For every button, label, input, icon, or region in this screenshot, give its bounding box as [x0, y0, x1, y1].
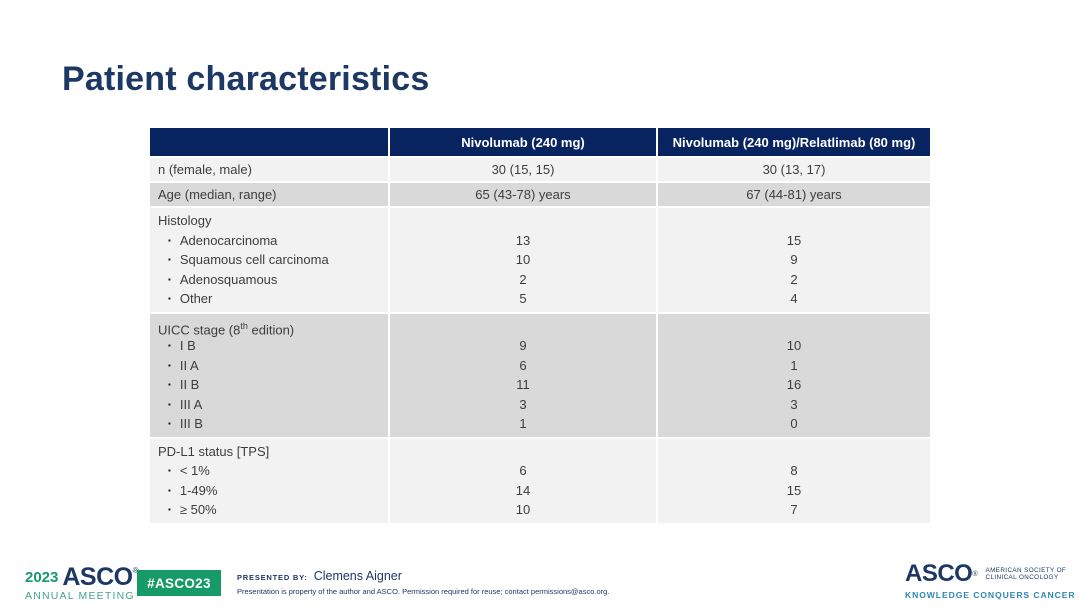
- bullet-square-icon: ▪: [168, 255, 171, 264]
- value: 9: [790, 252, 798, 267]
- value: 1: [519, 416, 527, 431]
- table-row: Age (median, range) 65 (43-78) years 67 (4…: [150, 183, 930, 206]
- bullet-item: ▪ II A: [168, 357, 199, 373]
- bullet-item: ▪ < 1%: [168, 463, 210, 478]
- bullet-item: ▪ ≥ 50%: [168, 502, 217, 517]
- bullet-square-icon: ▪: [168, 274, 171, 284]
- asco-annual-meeting-logo: 2023 ASCO® ANNUAL MEETING: [25, 563, 145, 602]
- value: 3: [790, 396, 798, 412]
- asco-tagline: KNOWLEDGE CONQUERS CANCER: [905, 590, 1076, 600]
- page-title: Patient characteristics: [62, 60, 430, 98]
- value: 6: [519, 463, 527, 478]
- table-row: UICC stage (8th edition) ▪ I B ▪ II A ▪ II B ▪ I…: [150, 313, 930, 437]
- row-value-cell: 30 (15, 15): [390, 158, 656, 181]
- value: 1: [790, 357, 798, 373]
- value: 16: [786, 377, 802, 392]
- table-header-nivolumab: Nivolumab (240 mg): [390, 128, 656, 156]
- value: 0: [790, 416, 798, 431]
- bullet-item: ▪ Adenocarcinoma: [168, 232, 278, 248]
- row-value-cell: 10 1 16 3 0: [658, 313, 930, 437]
- value: 2: [519, 271, 527, 287]
- bullet-item: ▪ I B: [168, 338, 196, 353]
- row-value-cell: 9 6 11 3 1: [390, 313, 656, 437]
- logo-annual-meeting: ANNUAL MEETING: [25, 590, 135, 602]
- value: 13: [515, 232, 531, 248]
- bullet-square-icon: ▪: [168, 380, 171, 389]
- registered-mark-icon: ®: [132, 566, 139, 575]
- bullet-square-icon: ▪: [168, 419, 171, 428]
- bullet-square-icon: ▪: [168, 235, 171, 245]
- value: 9: [519, 338, 527, 353]
- logo-year: 2023: [25, 569, 59, 586]
- presented-by-block: PRESENTED BY: Clemens Aigner: [237, 567, 402, 585]
- group-title: UICC stage (8th edition): [158, 320, 295, 337]
- table-row: n (female, male) 30 (15, 15) 30 (13, 17): [150, 158, 930, 181]
- permission-disclaimer: Presentation is property of the author a…: [237, 587, 610, 596]
- row-label-cell: UICC stage (8th edition) ▪ I B ▪ II A ▪ II B ▪ I…: [150, 313, 388, 437]
- table-row: Histology ▪ Adenocarcinoma ▪ Squamous cell c…: [150, 208, 930, 312]
- bullet-square-icon: ▪: [168, 466, 171, 475]
- table-header-blank: [150, 128, 388, 156]
- value: 3: [519, 396, 527, 412]
- row-label-cell: Histology ▪ Adenocarcinoma ▪ Squamous cell c…: [150, 208, 388, 312]
- bullet-square-icon: ▪: [168, 360, 171, 370]
- bullet-item: ▪ Adenosquamous: [168, 271, 278, 287]
- society-line1: AMERICAN SOCIETY OF: [985, 566, 1067, 574]
- bullet-square-icon: ▪: [168, 485, 171, 495]
- table-row: PD-L1 status [TPS] ▪ < 1% ▪ 1-49% ▪ ≥ 50% 6 14 1…: [150, 438, 930, 523]
- value: 10: [515, 252, 531, 267]
- table-header-nivolumab-relatlimab: Nivolumab (240 mg)/Relatlimab (80 mg): [658, 128, 930, 156]
- bullet-square-icon: ▪: [168, 399, 171, 409]
- value: 5: [519, 291, 527, 306]
- row-value-cell: 67 (44-81) years: [658, 183, 930, 206]
- bullet-item: ▪ III A: [168, 396, 203, 412]
- row-value-cell: 13 10 2 5: [390, 208, 656, 312]
- presented-by-label: PRESENTED BY:: [237, 573, 308, 582]
- bullet-item: ▪ Squamous cell carcinoma: [168, 252, 329, 267]
- row-value-cell: 8 15 7: [658, 438, 930, 523]
- bullet-item: ▪ II B: [168, 377, 200, 392]
- row-label-cell: n (female, male): [150, 158, 388, 181]
- row-label-cell: Age (median, range): [150, 183, 388, 206]
- value: 8: [790, 463, 798, 478]
- bullet-item: ▪ III B: [168, 416, 203, 431]
- row-value-cell: 30 (13, 17): [658, 158, 930, 181]
- value: 11: [516, 377, 530, 392]
- row-label-cell: PD-L1 status [TPS] ▪ < 1% ▪ 1-49% ▪ ≥ 50%: [150, 438, 388, 523]
- value: 6: [519, 357, 527, 373]
- group-title: Histology: [158, 213, 212, 228]
- bullet-item: ▪ 1-49%: [168, 482, 218, 498]
- hashtag-badge: #ASCO23: [137, 570, 221, 596]
- group-title: PD-L1 status [TPS]: [158, 443, 270, 459]
- value: 10: [515, 502, 531, 517]
- value: 14: [515, 482, 531, 498]
- value: 15: [786, 232, 802, 248]
- bullet-square-icon: ▪: [168, 341, 171, 350]
- logo-asco-text: ASCO: [62, 563, 133, 591]
- asco-logo-text: ASCO: [905, 560, 973, 587]
- value: 2: [790, 271, 798, 287]
- row-value-cell: 6 14 10: [390, 438, 656, 523]
- bullet-square-icon: ▪: [168, 505, 171, 514]
- value: 4: [790, 291, 798, 306]
- presenter-name: Clemens Aigner: [313, 569, 402, 583]
- asco-logo-top: 2023 ASCO®: [25, 563, 145, 592]
- value: 10: [786, 338, 802, 353]
- asco-society-logo: ASCO ® AMERICAN SOCIETY OF CLINICAL ONCOL…: [905, 560, 1076, 600]
- bullet-item: ▪ Other: [168, 291, 213, 306]
- row-value-cell: 15 9 2 4: [658, 208, 930, 312]
- society-name: AMERICAN SOCIETY OF CLINICAL ONCOLOGY: [986, 567, 1067, 582]
- bullet-square-icon: ▪: [168, 294, 171, 303]
- patient-characteristics-table: Nivolumab (240 mg) Nivolumab (240 mg)/Re…: [148, 126, 932, 525]
- registered-mark-icon: ®: [972, 570, 978, 578]
- value: 15: [786, 482, 802, 498]
- asco-society-logo-top: ASCO ® AMERICAN SOCIETY OF CLINICAL ONCOL…: [905, 560, 1067, 588]
- row-value-cell: 65 (43-78) years: [390, 183, 656, 206]
- value: 7: [790, 502, 798, 517]
- table-header-row: Nivolumab (240 mg) Nivolumab (240 mg)/Re…: [150, 128, 930, 156]
- society-line2: CLINICAL ONCOLOGY: [985, 574, 1059, 581]
